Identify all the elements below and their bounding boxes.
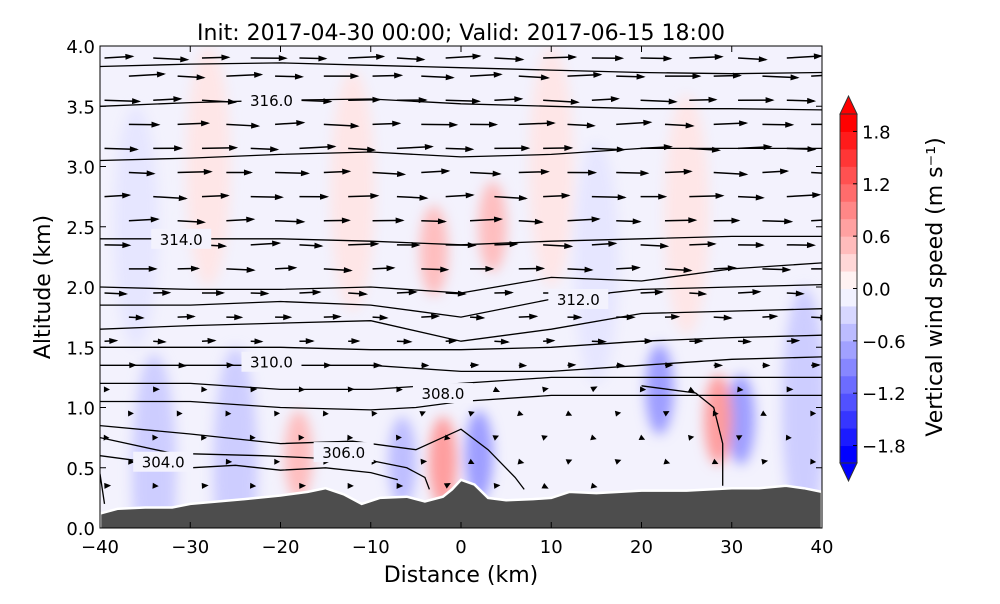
- x-tick-label: −40: [81, 537, 119, 558]
- contour-label: 316.0: [250, 92, 293, 110]
- y-axis-label: Altitude (km): [31, 215, 56, 359]
- colorbar-level: [840, 149, 857, 167]
- colorbar-tick-label: 1.8: [862, 122, 891, 143]
- colorbar-level: [840, 236, 857, 254]
- colorbar-extend-min: [840, 463, 857, 481]
- w-anomaly: [665, 95, 709, 335]
- colorbar-level: [840, 131, 857, 149]
- wind-vector-head: [830, 72, 839, 78]
- x-tick-label: 30: [720, 537, 743, 558]
- colorbar-tick-label: −0.6: [862, 332, 906, 353]
- w-anomaly: [331, 71, 375, 311]
- y-tick-label: 0.5: [66, 459, 95, 480]
- colorbar-level: [840, 254, 857, 272]
- x-tick-label: −20: [262, 537, 300, 558]
- y-tick-label: 2.0: [66, 278, 95, 299]
- y-tick-label: 3.5: [66, 97, 95, 118]
- plot-area: [100, 46, 846, 594]
- colorbar-extend-max: [840, 96, 857, 114]
- colorbar-level: [840, 411, 857, 429]
- colorbar-tick-label: −1.2: [862, 384, 906, 405]
- w-anomaly: [213, 348, 257, 588]
- chart-title: Init: 2017-04-30 00:00; Valid: 2017-06-1…: [197, 21, 725, 46]
- y-tick-label: 1.5: [66, 338, 95, 359]
- x-tick-label: 40: [811, 537, 834, 558]
- colorbar-level: [840, 341, 857, 359]
- y-tick-label: 2.5: [66, 218, 95, 239]
- w-anomaly: [529, 47, 573, 287]
- colorbar-level: [840, 323, 857, 341]
- colorbar-level: [840, 428, 857, 446]
- contour-label: 310.0: [250, 354, 293, 372]
- colorbar-level: [840, 219, 857, 237]
- x-tick-label: 0: [455, 537, 466, 558]
- y-tick-label: 0.0: [66, 519, 95, 540]
- contour-label: 308.0: [421, 385, 464, 403]
- x-tick-label: 20: [630, 537, 653, 558]
- colorbar-level: [840, 376, 857, 394]
- w-anomaly: [479, 182, 507, 272]
- contour-label: 312.0: [557, 291, 600, 309]
- colorbar-level: [840, 201, 857, 219]
- y-tick-label: 3.0: [66, 158, 95, 179]
- colorbar-level: [840, 166, 857, 184]
- colorbar-level: [840, 393, 857, 411]
- contour-label: 304.0: [142, 454, 185, 472]
- colorbar: 1.8 1.2 0.6 0.0 −0.6 −1.2 −1.8: [840, 96, 906, 481]
- colorbar-level: [840, 271, 857, 289]
- colorbar-tick-label: 0.0: [862, 280, 891, 301]
- colorbar-level: [840, 289, 857, 307]
- w-anomaly: [420, 206, 448, 296]
- w-anomaly: [186, 47, 230, 287]
- y-tick-label: 1.0: [66, 399, 95, 420]
- wind-vector-head: [825, 266, 834, 272]
- w-anomaly: [285, 411, 313, 501]
- colorbar-level: [840, 184, 857, 202]
- colorbar-level: [840, 306, 857, 324]
- contour-label: 306.0: [322, 444, 365, 462]
- x-axis-label: Distance (km): [384, 563, 539, 588]
- w-anomaly: [388, 417, 416, 507]
- w-anomaly: [114, 107, 158, 347]
- x-tick-label: 10: [540, 537, 563, 558]
- w-anomaly: [574, 143, 618, 383]
- wind-vector-shaft: [811, 317, 827, 318]
- x-tick-label: −30: [171, 537, 209, 558]
- colorbar-tick-label: 0.6: [862, 227, 891, 248]
- colorbar-level: [840, 114, 857, 132]
- colorbar-tick-label: −1.8: [862, 437, 906, 458]
- colorbar-label: Vertical wind speed (m s⁻¹): [923, 137, 948, 436]
- colorbar-level: [840, 446, 857, 464]
- y-tick-label: 4.0: [66, 37, 95, 58]
- colorbar-level: [840, 358, 857, 376]
- colorbar-tick-label: 1.2: [862, 175, 891, 196]
- contour-label: 314.0: [160, 231, 203, 249]
- wind-vector-head: [831, 217, 840, 223]
- x-tick-label: −10: [352, 537, 390, 558]
- w-anomaly: [704, 375, 732, 465]
